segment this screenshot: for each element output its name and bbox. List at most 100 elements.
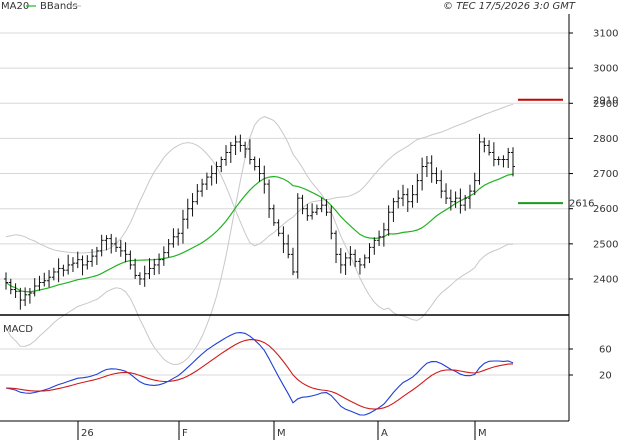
ohlc-bar [209, 165, 214, 186]
ohlc-bar [224, 145, 229, 166]
x-tick-label: M [478, 428, 487, 439]
ohlc-bar [353, 249, 358, 267]
ohlc-bar [477, 133, 482, 185]
ohlc-bar [334, 230, 339, 264]
ohlc-bar [262, 165, 267, 194]
x-tick-label: M [277, 428, 286, 439]
ohlc-bar [185, 198, 190, 229]
ohlc-bar [491, 142, 496, 167]
legend-ma-label: MA20 [1, 1, 29, 12]
ohlc-bar [27, 288, 32, 304]
ohlc-bar [152, 258, 157, 276]
y-tick-label: 2800 [593, 134, 618, 145]
ohlc-bar [501, 155, 506, 168]
ohlc-bar [142, 265, 147, 287]
ohlc-bar [133, 258, 138, 279]
ohlc-bar [348, 246, 353, 266]
x-axis: 26 F M A M [77, 421, 487, 440]
ohlc-bar [319, 197, 324, 213]
x-tick-label: F [182, 428, 188, 439]
ohlc-bar [511, 147, 515, 177]
ohlc-bar [252, 156, 257, 171]
ohlc-bar [247, 139, 252, 165]
ohlc-bar [367, 243, 372, 264]
ohlc-bar [391, 197, 396, 222]
ohlc-bar [463, 194, 468, 211]
ohlc-bar [429, 155, 434, 183]
bband-lower [5, 116, 513, 366]
ohlc-bar [171, 228, 176, 248]
ohlc-bar [128, 250, 133, 270]
y-tick-label: 2600 [593, 204, 618, 215]
copyright-label: © TEC 17/5/2026 3:0 GMT [443, 1, 576, 12]
ohlc-bar [94, 246, 99, 265]
ohlc-bar [56, 258, 61, 283]
ohlc-bar [310, 203, 315, 220]
support-label: 2616 [569, 199, 594, 210]
ohlc-bar [405, 188, 410, 212]
y-tick-label: 2700 [593, 169, 618, 180]
ohlc-bar [377, 230, 382, 247]
ohlc-bar [195, 184, 200, 205]
macd-lines [5, 332, 514, 416]
ohlc-bar [85, 255, 90, 270]
ohlc-bar [381, 222, 386, 247]
ohlc-bar [70, 257, 75, 272]
ohlc-bar [80, 255, 85, 276]
ohlc-bar [357, 258, 362, 275]
macd-title: MACD [3, 324, 33, 335]
legend-bbands-label: BBands [40, 1, 78, 12]
ohlc-bar [90, 249, 95, 267]
macd-y-tick-labels: 60 20 [569, 345, 612, 382]
ohlc-bar [338, 248, 343, 274]
y-tick-label: 2500 [593, 239, 618, 250]
ohlc-bar [467, 184, 472, 209]
ohlc-bar [166, 238, 171, 258]
macd-y-tick-label: 60 [599, 345, 612, 356]
ohlc-bar [400, 184, 405, 207]
signal-line [5, 339, 514, 410]
ohlc-bar [109, 233, 114, 254]
ohlc-bar [343, 252, 348, 275]
ohlc-bar [396, 190, 401, 209]
ohlc-bar [281, 226, 286, 254]
ohlc-bar [137, 272, 142, 285]
ohlc-bar [4, 272, 8, 290]
ohlc-bar [75, 251, 80, 269]
ohlc-bar [434, 167, 439, 184]
ohlc-bar [295, 193, 300, 279]
ohlc-bar [228, 141, 233, 163]
ohlc-bar [362, 254, 367, 269]
ohlc-bar [243, 141, 248, 158]
ohlc-bar [286, 234, 291, 259]
bband-upper [5, 103, 514, 254]
ohlc-bar [472, 172, 477, 196]
macd-y-tick-label: 20 [599, 371, 612, 382]
x-tick-label: A [381, 428, 388, 439]
ohlc-bar [453, 191, 458, 208]
ohlc-bar [276, 219, 281, 237]
ohlc-bar [439, 170, 444, 199]
ohlc-bar [32, 278, 37, 297]
ohlc-bar [496, 156, 501, 166]
ohlc-bar [238, 134, 243, 152]
ohlc-bar [176, 228, 181, 246]
ohlc-bar [23, 287, 28, 307]
ohlc-bar [267, 179, 272, 218]
ohlc-bar [448, 189, 453, 211]
ohlc-bar [506, 147, 511, 169]
ohlc-bar [51, 267, 56, 281]
x-tick-label: 26 [81, 428, 94, 439]
ohlc-bar [18, 287, 23, 310]
ohlc-bar [386, 205, 391, 236]
ohlc-bar [233, 135, 238, 156]
ohlc-bar [161, 246, 166, 266]
ohlc-bar [37, 275, 42, 291]
ohlc-bar [66, 254, 71, 275]
ohlc-bar [324, 199, 329, 216]
ohlc-bar [257, 158, 262, 182]
price-gridlines [0, 32, 569, 280]
bollinger-bands [5, 103, 514, 366]
ohlc-bar [314, 204, 319, 216]
